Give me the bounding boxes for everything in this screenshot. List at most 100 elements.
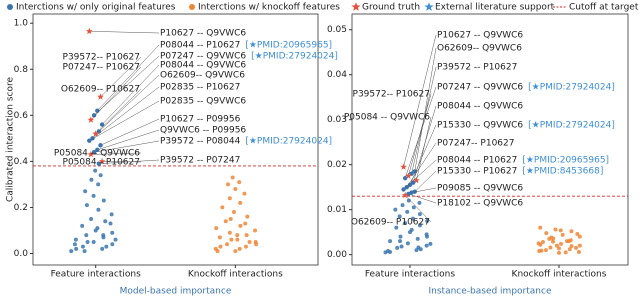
data-point — [215, 249, 220, 254]
data-point — [110, 242, 115, 247]
data-point — [89, 216, 94, 221]
data-point — [417, 223, 422, 228]
data-point — [553, 227, 558, 232]
annotation-leader — [406, 142, 437, 188]
data-point — [417, 200, 422, 205]
annotated-point — [96, 161, 102, 166]
annotation-pmid: [★PMID:27924024] — [528, 121, 615, 131]
data-point — [100, 246, 105, 251]
data-point — [247, 239, 252, 244]
y-tick-label: 1.0 — [14, 19, 29, 29]
data-point — [424, 243, 429, 248]
annotated-point — [413, 176, 420, 184]
data-point — [425, 234, 430, 239]
data-point — [425, 218, 430, 223]
annotation-leader — [101, 64, 160, 125]
annotated-point — [97, 93, 104, 100]
annotation-leader — [94, 140, 160, 153]
x-tick-label: Feature interactions — [365, 270, 456, 280]
data-point — [101, 198, 106, 203]
data-point — [110, 230, 115, 235]
data-point — [237, 180, 242, 185]
data-point — [93, 168, 98, 173]
annotation-pmid: [★PMID:20965965] — [522, 156, 609, 166]
annotation-leader — [100, 118, 160, 146]
annotation-label: P39572 -- P07247 — [160, 156, 240, 166]
annotation-leader — [98, 74, 160, 132]
annotation-leader — [408, 193, 437, 204]
data-point — [415, 236, 420, 241]
annotation-label: P07247 -- Q9VWC6 — [160, 52, 246, 62]
data-point — [243, 244, 248, 249]
annotation-label: P07247-- P10627 — [63, 63, 140, 73]
data-point — [569, 244, 574, 249]
annotated-point — [401, 187, 406, 192]
plot-frame — [351, 13, 629, 266]
data-point — [85, 239, 90, 244]
data-point — [80, 244, 85, 249]
data-point — [577, 243, 582, 248]
y-tick-label: 0.03 — [327, 115, 347, 125]
data-point — [540, 240, 545, 245]
data-point — [228, 216, 233, 221]
annotated-point — [98, 157, 106, 165]
data-point — [73, 237, 78, 242]
data-point — [227, 196, 232, 201]
y-tick-label: 0.04 — [327, 70, 347, 80]
annotation-label: P02835 -- P10627 — [160, 83, 240, 93]
annotated-point — [99, 122, 105, 127]
legend-label: Interctions w/ only original features — [16, 3, 176, 13]
data-point — [223, 219, 228, 224]
annotation-leader — [411, 187, 437, 193]
data-point — [385, 249, 390, 254]
annotation-leader — [90, 152, 142, 155]
data-point — [225, 242, 230, 247]
annotated-point — [86, 27, 93, 35]
data-point — [226, 182, 231, 187]
data-point — [235, 233, 240, 238]
annotation-leader — [98, 159, 160, 164]
annotation-label: O62609-- P10627 — [351, 218, 430, 228]
y-tick-label: 0.05 — [327, 25, 347, 35]
annotated-point — [95, 147, 100, 153]
data-point — [397, 214, 402, 219]
data-point — [229, 237, 234, 242]
annotation-leader — [404, 86, 437, 179]
data-point — [574, 245, 579, 250]
annotation-label: P08044 -- Q9VWC6 — [160, 61, 246, 71]
annotation-leader — [409, 124, 437, 186]
data-point — [543, 248, 548, 253]
annotated-point — [98, 143, 103, 148]
data-point — [104, 244, 109, 249]
data-point — [428, 241, 433, 246]
y-tick-label: 0.01 — [327, 205, 347, 215]
data-point — [113, 237, 118, 242]
annotation-label: P07247 -- Q9VWC6 — [437, 83, 523, 93]
data-point — [549, 235, 554, 240]
data-point — [253, 228, 258, 233]
data-point — [74, 246, 79, 251]
annotation-leader — [100, 56, 142, 98]
annotation-label: P08044 -- Q9VWC6 — [437, 102, 523, 112]
annotation-leader — [92, 86, 160, 139]
data-point — [217, 235, 222, 240]
data-point — [411, 205, 416, 210]
annotation-label: P10627 -- P09956 — [160, 115, 241, 125]
data-point — [417, 212, 422, 217]
x-tick-label: Knockoff interactions — [512, 270, 607, 280]
annotation-leader — [403, 34, 437, 167]
data-point — [237, 246, 242, 251]
data-point — [214, 226, 219, 231]
data-point — [109, 212, 114, 217]
annotation-pmid: [★PMID:27924024] — [528, 83, 615, 93]
annotation-label: O62609-- Q9VWC6 — [160, 71, 245, 81]
legend-marker — [424, 2, 434, 11]
data-point — [554, 243, 559, 248]
data-point — [558, 228, 563, 233]
annotation-leader — [416, 116, 432, 181]
data-point — [544, 231, 549, 236]
data-point — [227, 230, 232, 235]
annotation-label: P08044 -- P10627 — [437, 156, 517, 166]
x-axis-label: Instance-based importance — [429, 287, 552, 297]
